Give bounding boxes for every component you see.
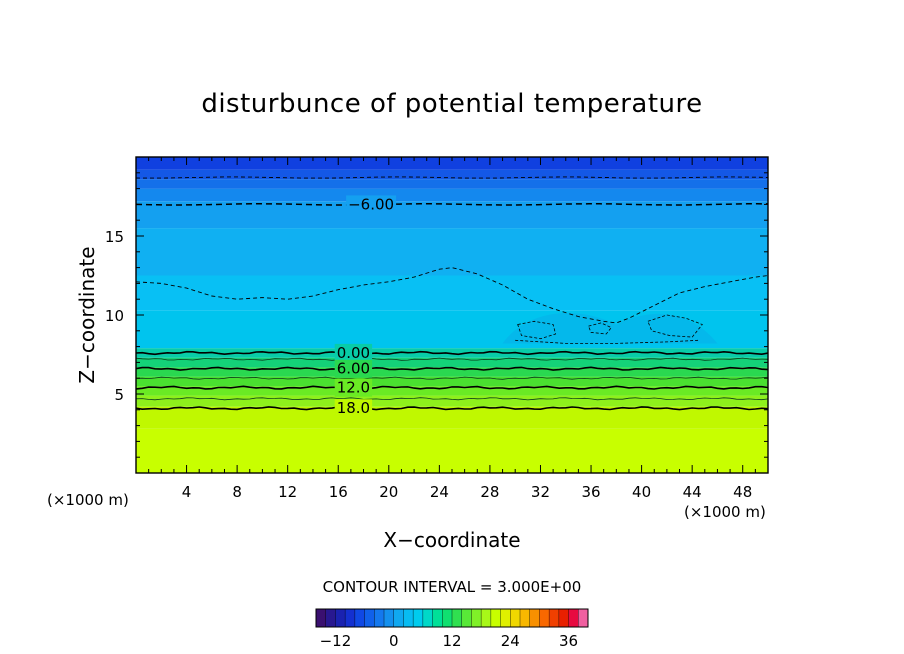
contour-label-2: 6.00 (337, 360, 370, 378)
colorbar-swatch (403, 609, 414, 627)
heatmap-band-0 (136, 428, 768, 473)
colorbar-swatch (461, 609, 472, 627)
y-axis-title: Z−coordinate (75, 246, 99, 383)
heatmap-band-6 (136, 357, 768, 368)
colorbar-frame (315, 608, 589, 628)
colorbar-swatch (471, 609, 482, 627)
colorbar-swatch (432, 609, 443, 627)
contour-label-0: −6.00 (348, 195, 394, 213)
heatmap-band-10 (136, 228, 768, 276)
x-tick-label: 48 (733, 483, 752, 501)
colorbar-swatch (374, 609, 385, 627)
colorbar: −12 0 12 24 36 (315, 608, 589, 650)
contour-label-bg-4 (334, 399, 373, 418)
x-tick-label: 8 (232, 483, 242, 501)
contour-dashed-blob-2 (647, 314, 703, 338)
contour-dashed-blob-1 (587, 322, 612, 335)
colorbar-swatch (529, 609, 540, 627)
chart-title: disturbunce of potential temperature (201, 89, 702, 119)
colorbar-swatch (325, 609, 336, 627)
contour-thin-2 (135, 357, 769, 361)
colorbar-swatch (549, 609, 560, 627)
y-tick-label: 5 (114, 386, 124, 404)
contour-dashed-1 (135, 176, 769, 179)
x-unit-label: (×1000 m) (684, 503, 766, 521)
x-tick-label: 32 (531, 483, 550, 501)
colorbar-tick-label: −12 (320, 632, 352, 650)
heatmap-band-9 (136, 275, 768, 311)
y-tick-label: 15 (105, 228, 124, 246)
contour-label-bg-3 (334, 378, 373, 397)
heatmap-band-1 (136, 406, 768, 429)
colorbar-swatch (558, 609, 570, 627)
colorbar-swatch (316, 609, 327, 627)
x-tick-label: 40 (632, 483, 651, 501)
colorbar-swatch (452, 609, 463, 627)
contour-dashed-blob-0 (517, 320, 557, 340)
contour-label-3: 12.0 (337, 379, 370, 397)
contour-label-4: 18.0 (337, 399, 370, 417)
contour-dashed-curve (135, 267, 769, 324)
colorbar-swatch (345, 609, 356, 627)
contour-thin-0 (135, 397, 769, 401)
contour-label-bg-0 (346, 195, 397, 214)
colorbar-swatch (442, 609, 453, 627)
contour-solid-0 (135, 406, 769, 411)
colorbar-swatch (364, 609, 375, 627)
x-tick-label: 44 (683, 483, 702, 501)
colorbar-swatch (335, 609, 346, 627)
contour-solid-1 (135, 385, 769, 390)
y-tick-label: 10 (105, 307, 124, 325)
contour-interval-label: CONTOUR INTERVAL = 3.000E+00 (323, 578, 582, 596)
contour-label-1: 0.00 (337, 344, 370, 362)
contour-dashed-0 (135, 203, 769, 206)
colorbar-tick-label: 36 (559, 632, 578, 650)
heatmap-band-3 (136, 386, 768, 396)
contour-dashed-blob-3 (515, 339, 699, 344)
x-tick-label: 24 (430, 483, 449, 501)
x-tick-label: 36 (581, 483, 600, 501)
heatmap-band-11 (136, 201, 768, 229)
contour-solid-2 (135, 366, 769, 371)
contour-label-bg-2 (334, 359, 373, 378)
heatmap-bulge (502, 312, 718, 344)
x-axis: 4 8 12 16 20 24 28 32 36 40 44 48 (148, 157, 756, 501)
colorbar-swatch (393, 609, 404, 627)
colorbar-swatch (578, 609, 589, 627)
heatmap-band-12 (136, 188, 768, 202)
colorbar-tick-label: 0 (389, 632, 399, 650)
contour-label-bg-1 (334, 343, 373, 362)
colorbar-swatch (384, 609, 395, 627)
colorbar-swatch (500, 609, 511, 627)
x-tick-label: 12 (278, 483, 297, 501)
colorbar-swatch (490, 609, 502, 627)
heatmap-band-2 (136, 395, 768, 407)
colorbar-tick-label: 12 (442, 632, 461, 650)
x-tick-label: 16 (329, 483, 348, 501)
heatmap-band-5 (136, 367, 768, 377)
z-unit-label: (×1000 m) (47, 491, 129, 509)
heatmap-band-14 (136, 169, 768, 180)
heatmap-band-15 (136, 157, 768, 170)
heatmap-band-13 (136, 179, 768, 189)
colorbar-swatch (422, 609, 434, 627)
x-tick-label: 20 (379, 483, 398, 501)
colorbar-swatch (354, 609, 366, 627)
x-tick-label: 4 (182, 483, 192, 501)
colorbar-swatch (520, 609, 531, 627)
x-axis-title: X−coordinate (383, 528, 520, 552)
heatmap-band-4 (136, 376, 768, 387)
colorbar-tick-label: 24 (501, 632, 520, 650)
contour-solid-3 (135, 350, 769, 356)
y-axis: 5 10 15 (105, 172, 768, 458)
colorbar-swatch (481, 609, 492, 627)
colorbar-swatch (539, 609, 550, 627)
colorbar-swatch (510, 609, 521, 627)
colorbar-swatch (413, 609, 424, 627)
contour-thin-1 (135, 376, 769, 380)
x-tick-label: 28 (480, 483, 499, 501)
colorbar-swatch (568, 609, 579, 627)
